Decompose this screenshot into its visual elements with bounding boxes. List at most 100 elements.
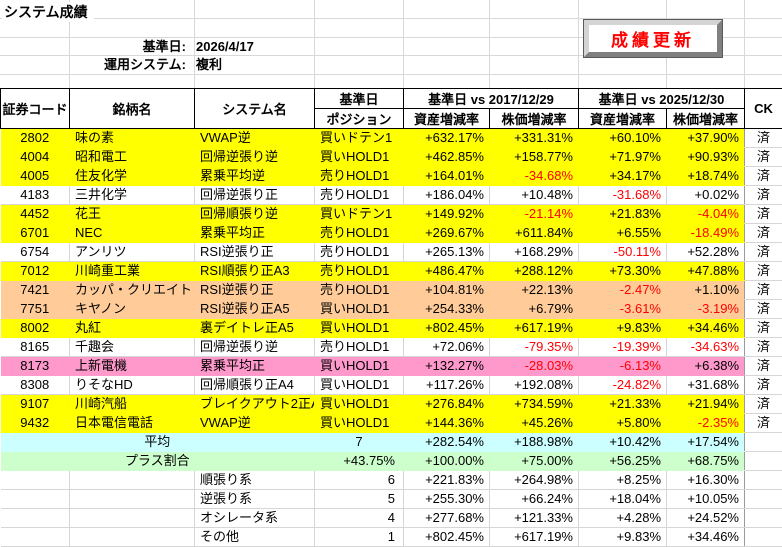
cell-name[interactable]: キヤノン xyxy=(70,300,195,319)
cell-p25[interactable]: +31.68% xyxy=(667,376,745,395)
cell-p17[interactable]: -79.35% xyxy=(490,338,579,357)
cell-p17[interactable]: +45.26% xyxy=(490,414,579,433)
cell-a25[interactable]: -50.11% xyxy=(579,243,667,262)
cell-system[interactable]: ブレイクアウト2正A3 xyxy=(195,395,315,414)
cell-ck[interactable]: 済 xyxy=(745,224,782,243)
cell-ck[interactable]: 済 xyxy=(745,338,782,357)
cell-p17[interactable]: -28.03% xyxy=(490,357,579,376)
cell-code[interactable]: 9432 xyxy=(1,414,70,433)
cell-a17[interactable]: +276.84% xyxy=(404,395,490,414)
cell-system[interactable]: 累乗平均正 xyxy=(195,357,315,376)
cell-p17[interactable]: +331.31% xyxy=(490,129,579,148)
cell-ck[interactable]: 済 xyxy=(745,129,782,148)
header-code[interactable]: 証券コード xyxy=(1,89,70,129)
cell-a25[interactable]: +5.80% xyxy=(579,414,667,433)
cell-a17[interactable]: +486.47% xyxy=(404,262,490,281)
empty-cell[interactable] xyxy=(1,471,70,490)
cell-name[interactable]: 千趣会 xyxy=(70,338,195,357)
cell-a25[interactable]: +60.10% xyxy=(579,129,667,148)
cell-ck[interactable]: 済 xyxy=(745,243,782,262)
cell-p25[interactable]: +18.74% xyxy=(667,167,745,186)
cell-a17[interactable]: +186.04% xyxy=(404,186,490,205)
operation-system-value[interactable]: 複利 xyxy=(196,56,222,74)
summary-p25[interactable]: +17.54% xyxy=(667,433,745,452)
cell-name[interactable]: 川崎重工業 xyxy=(70,262,195,281)
cell-position[interactable]: 買いHOLD1 xyxy=(315,148,404,167)
cell-p17[interactable]: +288.12% xyxy=(490,262,579,281)
cell-p17[interactable]: -21.14% xyxy=(490,205,579,224)
cell-p25[interactable]: +52.28% xyxy=(667,243,745,262)
summary-p17[interactable]: +121.33% xyxy=(490,509,579,528)
summary-a17[interactable]: +100.00% xyxy=(404,452,490,471)
cell-name[interactable]: 住友化学 xyxy=(70,167,195,186)
summary-a17[interactable]: +255.30% xyxy=(404,490,490,509)
cell-p17[interactable]: +10.48% xyxy=(490,186,579,205)
cell-ck[interactable]: 済 xyxy=(745,376,782,395)
cell-p17[interactable]: +6.79% xyxy=(490,300,579,319)
cell-name[interactable]: 花王 xyxy=(70,205,195,224)
summary-a17[interactable]: +282.54% xyxy=(404,433,490,452)
summary-label[interactable]: 平均 xyxy=(1,433,315,452)
cell-position[interactable]: 買いHOLD1 xyxy=(315,357,404,376)
summary-p25[interactable]: +10.05% xyxy=(667,490,745,509)
cell-name[interactable]: 三井化学 xyxy=(70,186,195,205)
summary-label[interactable]: その他 xyxy=(195,528,315,547)
cell-position[interactable]: 売りHOLD1 xyxy=(315,243,404,262)
cell-name[interactable]: カッパ・クリエイト xyxy=(70,281,195,300)
cell-system[interactable]: VWAP逆 xyxy=(195,129,315,148)
cell-ck[interactable]: 済 xyxy=(745,148,782,167)
empty-cell[interactable] xyxy=(70,528,195,547)
cell-p25[interactable]: +90.93% xyxy=(667,148,745,167)
header-asset-2025[interactable]: 資産増減率 xyxy=(579,109,667,129)
empty-ck-cell[interactable] xyxy=(745,490,782,509)
cell-a17[interactable]: +132.27% xyxy=(404,357,490,376)
cell-position[interactable]: 買いHOLD1 xyxy=(315,414,404,433)
empty-cell[interactable] xyxy=(1,509,70,528)
cell-ck[interactable]: 済 xyxy=(745,281,782,300)
cell-code[interactable]: 8002 xyxy=(1,319,70,338)
cell-p17[interactable]: +158.77% xyxy=(490,148,579,167)
cell-system[interactable]: 累乗平均正 xyxy=(195,224,315,243)
summary-p25[interactable]: +24.52% xyxy=(667,509,745,528)
cell-position[interactable]: 買いHOLD1 xyxy=(315,395,404,414)
summary-p17[interactable]: +617.19% xyxy=(490,528,579,547)
cell-a17[interactable]: +117.26% xyxy=(404,376,490,395)
cell-position[interactable]: 売りHOLD1 xyxy=(315,224,404,243)
summary-label[interactable]: 順張り系 xyxy=(195,471,315,490)
cell-p17[interactable]: +611.84% xyxy=(490,224,579,243)
header-price-2017[interactable]: 株価増減率 xyxy=(490,109,579,129)
cell-a17[interactable]: +254.33% xyxy=(404,300,490,319)
cell-a17[interactable]: +462.85% xyxy=(404,148,490,167)
cell-name[interactable]: 味の素 xyxy=(70,129,195,148)
cell-p25[interactable]: +47.88% xyxy=(667,262,745,281)
cell-name[interactable]: 日本電信電話 xyxy=(70,414,195,433)
cell-a25[interactable]: +34.17% xyxy=(579,167,667,186)
cell-system[interactable]: 累乗平均逆 xyxy=(195,167,315,186)
cell-p17[interactable]: +617.19% xyxy=(490,319,579,338)
cell-a17[interactable]: +269.67% xyxy=(404,224,490,243)
empty-ck-cell[interactable] xyxy=(745,528,782,547)
summary-position[interactable]: 5 xyxy=(315,490,404,509)
cell-position[interactable]: 買いHOLD1 xyxy=(315,319,404,338)
cell-code[interactable]: 7751 xyxy=(1,300,70,319)
cell-position[interactable]: 売りHOLD1 xyxy=(315,338,404,357)
cell-code[interactable]: 2802 xyxy=(1,129,70,148)
cell-name[interactable]: りそなHD xyxy=(70,376,195,395)
header-base-date[interactable]: 基準日 xyxy=(315,89,404,109)
summary-position[interactable]: 1 xyxy=(315,528,404,547)
cell-a17[interactable]: +632.17% xyxy=(404,129,490,148)
cell-p25[interactable]: +0.02% xyxy=(667,186,745,205)
cell-position[interactable]: 買いHOLD1 xyxy=(315,376,404,395)
summary-label[interactable]: プラス割合 xyxy=(1,452,315,471)
cell-ck[interactable]: 済 xyxy=(745,414,782,433)
cell-a25[interactable]: -31.68% xyxy=(579,186,667,205)
header-position[interactable]: ポジション xyxy=(315,109,404,129)
summary-label[interactable]: オシレータ系 xyxy=(195,509,315,528)
cell-code[interactable]: 6754 xyxy=(1,243,70,262)
cell-system[interactable]: 裏デイトレ正A5 xyxy=(195,319,315,338)
cell-position[interactable]: 売りHOLD1 xyxy=(315,281,404,300)
header-ck[interactable]: CK xyxy=(745,89,782,129)
header-vs-2017[interactable]: 基準日 vs 2017/12/29 xyxy=(404,89,579,109)
cell-a17[interactable]: +149.92% xyxy=(404,205,490,224)
summary-p17[interactable]: +188.98% xyxy=(490,433,579,452)
